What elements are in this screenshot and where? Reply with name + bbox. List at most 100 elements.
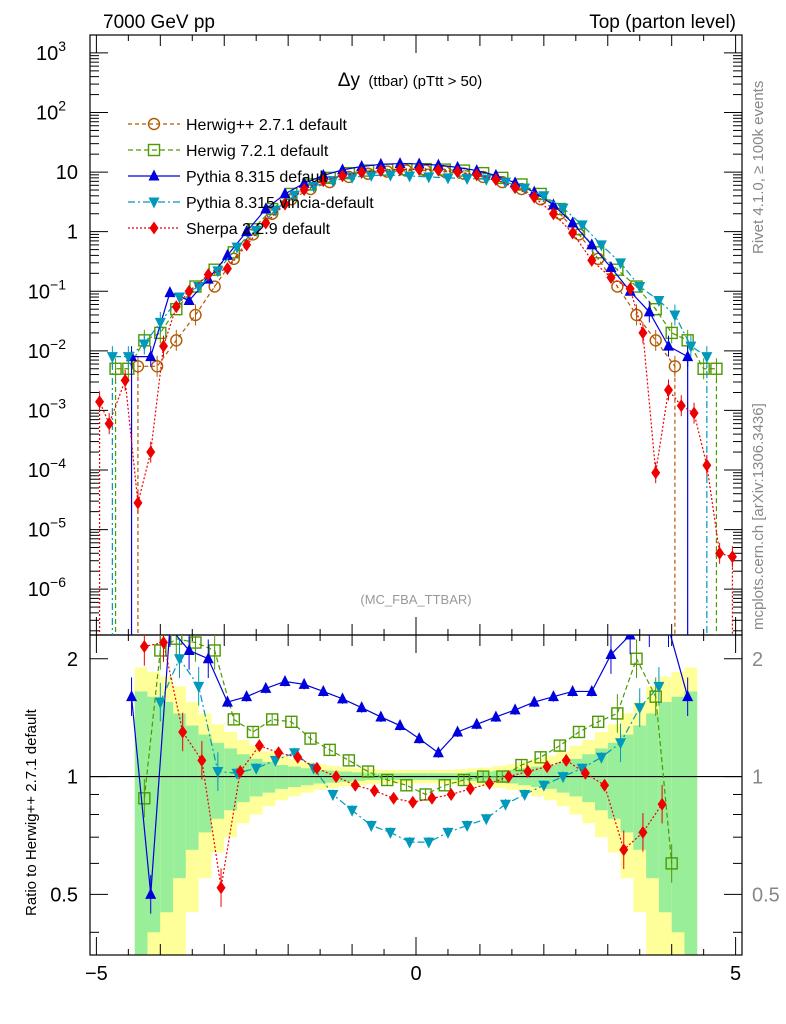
data-point [208, 280, 221, 293]
legend-entry-0: Herwig++ 2.7.1 default [128, 117, 348, 134]
ratio-point [490, 710, 502, 722]
data-point [643, 305, 655, 317]
data-point [702, 458, 712, 472]
data-point [299, 183, 309, 197]
data-point [384, 170, 396, 182]
data-point [346, 172, 358, 184]
data-point [279, 187, 291, 199]
ratio-point [600, 778, 610, 792]
y-tick-label: 10−5 [28, 515, 66, 542]
x-tick-label: 0 [410, 963, 421, 985]
series-line [111, 174, 708, 635]
ratio-point [461, 820, 473, 832]
data-point [164, 286, 176, 298]
band-green-bin [607, 742, 621, 819]
side-mcplots-label: mcplots.cern.ch [arXiv:1306.3436] [750, 403, 767, 630]
data-point [638, 326, 648, 340]
ratio-point [572, 725, 586, 739]
ratio-point [246, 725, 260, 739]
ratio-point [485, 777, 495, 791]
data-point [356, 160, 368, 172]
data-point [605, 261, 617, 273]
ratio-point [139, 639, 149, 653]
ratio-point [553, 739, 567, 752]
band-green-bin [646, 713, 659, 879]
ratio-point [279, 674, 291, 686]
ratio-point [499, 799, 511, 811]
main-series-4 [95, 162, 737, 635]
data-point [395, 163, 405, 177]
ratio-point [208, 644, 221, 657]
data-point [222, 262, 232, 276]
ratio-point [561, 753, 571, 767]
ratio-point [227, 713, 241, 726]
data-point [357, 165, 367, 179]
ratio-series-layer [126, 621, 694, 914]
plot-title-symbol: Δy [338, 70, 361, 91]
data-point [109, 362, 122, 375]
ratio-point [557, 772, 569, 784]
data-point [260, 202, 272, 214]
data-point [250, 225, 262, 237]
ratio-point [611, 707, 624, 720]
main-series-3 [106, 170, 713, 635]
ratio-point [154, 697, 166, 709]
ratio-y-tick-label-right: 1 [752, 767, 763, 789]
ratio-point [154, 644, 167, 657]
data-point [587, 253, 597, 267]
ratio-point [381, 773, 394, 787]
data-point [529, 190, 539, 204]
data-point [212, 266, 224, 278]
data-point [510, 181, 520, 195]
ratio-y-tick-label: 1 [67, 767, 78, 789]
data-point [375, 157, 387, 169]
main-series-layer [95, 157, 737, 635]
ratio-point [665, 857, 678, 870]
data-point [337, 169, 347, 183]
data-point [547, 198, 559, 210]
axes: −5 0 510310210110−110−210−310−410−510−60.5… [28, 34, 780, 985]
ratio-point [254, 739, 264, 753]
data-point [461, 174, 473, 186]
ratio-point [427, 791, 437, 805]
legend-label: Herwig++ 2.7.1 default [186, 117, 348, 134]
data-point [145, 350, 157, 362]
data-point [727, 550, 737, 564]
header-left: 7000 GeV pp [103, 12, 215, 33]
data-point [538, 191, 550, 203]
legend-label: Pythia 8.315 default [186, 169, 328, 186]
ratio-point [304, 732, 317, 745]
ratio-point [644, 621, 655, 632]
ratio-point [346, 805, 358, 817]
ratio-series-3 [139, 635, 667, 907]
data-point [433, 163, 443, 177]
ratio-point [361, 765, 375, 778]
ratio-point [457, 773, 471, 787]
band-green-bin [671, 696, 685, 933]
data-point [414, 162, 424, 176]
header-right: Top (parton level) [589, 12, 736, 33]
ratio-point [542, 760, 552, 774]
data-point [663, 383, 673, 397]
ratio-point [423, 837, 435, 849]
legend-entry-3: Pythia 8.315 vincia-default [128, 195, 374, 212]
ratio-point [212, 767, 224, 779]
legend-label: Herwig 7.2.1 default [186, 143, 329, 160]
ratio-point [365, 820, 377, 832]
data-point [689, 406, 699, 420]
ratio-point [336, 692, 348, 704]
ratio-point [682, 690, 694, 702]
ratio-point [586, 684, 598, 696]
ratio-point [471, 717, 483, 729]
ratio-point [221, 695, 233, 707]
ratio-line [144, 641, 663, 888]
ratio-point [649, 690, 662, 703]
data-point [567, 216, 579, 228]
ratio-point [591, 715, 605, 729]
data-point [595, 240, 607, 252]
ratio-point [615, 738, 627, 750]
ratio-point [605, 648, 617, 660]
band-green-bin [134, 691, 148, 955]
ratio-point [170, 635, 183, 645]
